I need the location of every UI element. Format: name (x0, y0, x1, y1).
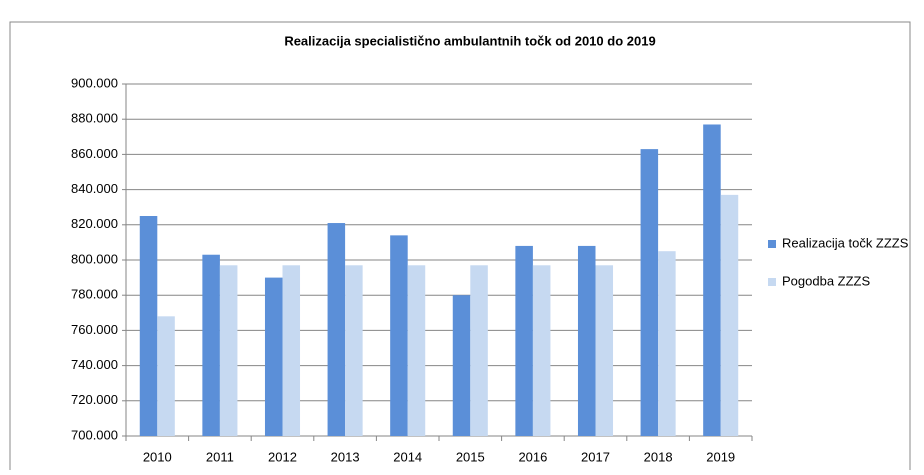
x-tick-label: 2019 (706, 449, 735, 464)
bar (139, 216, 158, 436)
y-tick-label: 700.000 (71, 427, 118, 442)
x-tick-label: 2010 (143, 449, 172, 464)
legend-swatch (768, 240, 776, 248)
bar (658, 251, 676, 436)
y-tick-label: 880.000 (71, 111, 118, 126)
legend-swatch (768, 278, 776, 286)
bar (703, 124, 721, 436)
y-tick-label: 900.000 (71, 75, 118, 90)
y-tick-label: 740.000 (71, 357, 118, 372)
x-tick-label: 2014 (393, 449, 422, 464)
bar (720, 194, 739, 436)
bar (595, 265, 614, 436)
bar (219, 265, 238, 436)
y-tick-label: 720.000 (71, 392, 118, 407)
legend-label: Realizacija točk ZZZS (782, 235, 909, 250)
bar (282, 265, 301, 436)
y-tick-label: 760.000 (71, 322, 118, 337)
chart-title: Realizacija specialistično ambulantnih t… (284, 33, 655, 48)
bar (390, 235, 408, 436)
bar (470, 265, 488, 436)
x-tick-label: 2015 (456, 449, 485, 464)
bar (345, 265, 363, 436)
bar (202, 254, 220, 436)
y-tick-label: 800.000 (71, 251, 118, 266)
bar (577, 245, 596, 436)
legend-label: Pogodba ZZZS (782, 273, 870, 288)
x-tick-label: 2018 (644, 449, 673, 464)
x-tick-label: 2011 (206, 449, 234, 464)
bar (452, 295, 471, 436)
y-tick-label: 780.000 (71, 287, 118, 302)
bar (327, 223, 346, 436)
y-tick-label: 820.000 (71, 216, 118, 231)
x-tick-label: 2017 (581, 449, 610, 464)
x-tick-label: 2016 (518, 449, 547, 464)
bar (515, 245, 533, 436)
y-tick-label: 860.000 (71, 146, 118, 161)
bar (157, 316, 175, 436)
bar (532, 265, 551, 436)
x-tick-label: 2012 (268, 449, 297, 464)
bar (640, 149, 659, 436)
bar (264, 277, 283, 436)
bar (407, 265, 426, 436)
y-tick-label: 840.000 (71, 181, 118, 196)
x-tick-label: 2013 (331, 449, 360, 464)
